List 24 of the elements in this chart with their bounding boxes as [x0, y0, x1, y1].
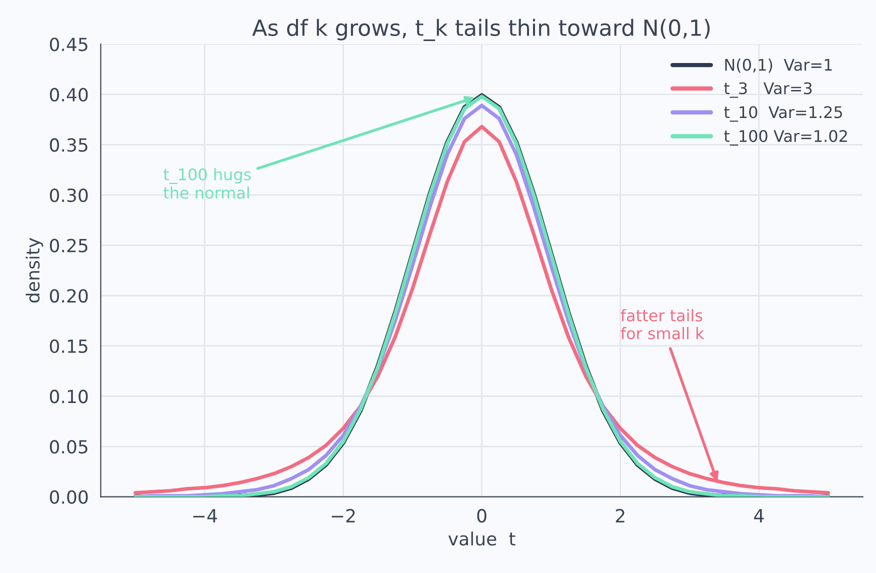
legend-label: t_3 Var=3 [724, 82, 812, 98]
y-tick-label: 0.15 [50, 339, 88, 354]
x-tick-label: 4 [754, 509, 764, 522]
y-tick-label: 0.00 [50, 490, 88, 504]
x-axis-title: value t [448, 532, 516, 546]
y-tick-label: 0.30 [50, 188, 88, 202]
y-tick-label: 0.05 [50, 440, 88, 454]
legend-label: N(0,1) Var=1 [725, 58, 832, 73]
legend-label: t_100 Var=1.02 [724, 130, 847, 146]
legend-label: t_10 Var=1.25 [724, 106, 842, 122]
annotation: fatter tails for small k [620, 309, 704, 340]
y-tick-label: 0.20 [50, 289, 88, 303]
x-tick-label: −2 [332, 508, 355, 522]
y-tick-label: 0.25 [50, 238, 88, 252]
y-tick-label: 0.10 [50, 390, 88, 404]
y-tick-label: 0.35 [50, 138, 88, 152]
x-tick-label: 0 [477, 508, 486, 523]
y-axis-title: density [26, 238, 44, 303]
x-tick-label: 2 [616, 508, 624, 522]
y-tick-label: 0.45 [50, 38, 88, 52]
y-tick-label: 0.40 [50, 88, 88, 102]
annotation: t_100 hugs the normal [164, 168, 251, 199]
x-tick-label: −4 [193, 509, 217, 522]
chart-title: As df k grows, t_k tails thin toward N(0,1) [252, 18, 710, 42]
